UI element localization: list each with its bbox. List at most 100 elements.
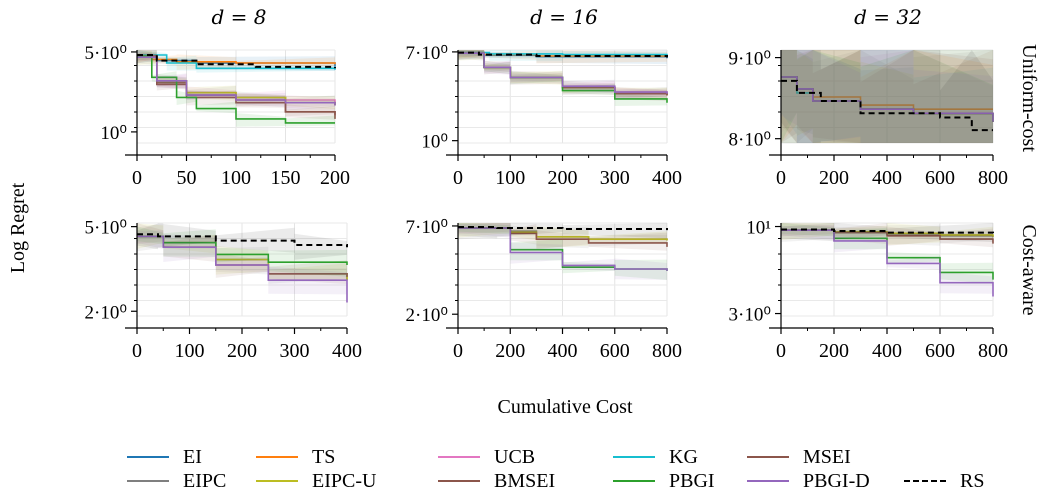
confidence-band-kg — [781, 50, 993, 143]
x-tick-label: 0 — [453, 167, 463, 189]
confidence-band-eipc-u — [781, 50, 993, 143]
x-tick-label: 400 — [332, 340, 362, 362]
x-tick-label: 200 — [548, 167, 578, 189]
legend-label: KG — [669, 445, 698, 468]
row-title-uniform-cost: Uniform-cost — [1018, 44, 1040, 152]
x-axis-label: Cumulative Cost — [498, 396, 633, 418]
x-tick-label: 400 — [548, 340, 578, 362]
y-tick-label: 2·10⁰ — [85, 302, 127, 323]
series-line-pbgi — [137, 55, 335, 124]
x-tick-label: 400 — [652, 167, 682, 189]
legend-item-rs: RS — [904, 469, 984, 493]
confidence-band-bmsei — [137, 223, 347, 292]
chart-panel-3: 0 100 200 300 400 2·10⁰ 5·10⁰ — [85, 218, 362, 362]
confidence-band-eipc — [781, 50, 993, 143]
legend-swatch — [256, 456, 298, 458]
x-tick-label: 0 — [776, 167, 786, 189]
legend-item-ucb: UCB — [438, 445, 535, 469]
legend-swatch — [613, 456, 655, 458]
legend-item-kg: KG — [613, 445, 698, 469]
column-title-d32: d = 32 — [854, 5, 922, 29]
x-tick-label: 400 — [872, 167, 902, 189]
x-tick-label: 150 — [271, 167, 301, 189]
y-tick-label: 8·10⁰ — [729, 130, 771, 151]
x-tick-label: 200 — [819, 167, 849, 189]
y-tick-label: 9·10⁰ — [729, 49, 771, 70]
legend-item-eipc: EIPC — [127, 469, 226, 493]
x-tick-label: 0 — [776, 340, 786, 362]
x-tick-label: 300 — [600, 167, 630, 189]
series-line-rs — [458, 226, 668, 231]
confidence-band-ei — [781, 50, 993, 143]
chart-panel-4: 0 200 400 600 800 2·10⁰ 7·10⁰ — [406, 217, 682, 362]
figure: d = 8 d = 16 d = 32 Log Regret Cumulativ… — [7, 5, 1040, 418]
legend-label: EIPC-U — [312, 469, 377, 492]
legend-label: UCB — [494, 445, 536, 468]
confidence-band-rs — [781, 50, 993, 143]
x-tick-label: 100 — [495, 167, 525, 189]
confidence-band-pbgi — [137, 226, 347, 279]
x-tick-label: 0 — [453, 340, 463, 362]
legend-item-eipc-u: EIPC-U — [256, 469, 376, 493]
x-tick-label: 300 — [280, 340, 310, 362]
legend-swatch — [613, 480, 655, 482]
y-tick-label: 7·10⁰ — [406, 43, 448, 64]
chart-panel-0: 0 50 100 150 200 10⁰ 5·10⁰ — [85, 43, 350, 189]
legend-item-ts: TS — [256, 445, 335, 469]
series-line-rs — [781, 228, 994, 234]
x-tick-label: 100 — [175, 340, 205, 362]
x-tick-label: 600 — [925, 340, 955, 362]
x-tick-label: 200 — [227, 340, 257, 362]
chart-panel-5: 0 200 400 600 800 3·10⁰ 10¹ — [729, 218, 1008, 362]
y-tick-label: 2·10⁰ — [406, 305, 448, 326]
legend-swatch — [256, 480, 298, 482]
legend-swatch — [438, 456, 480, 458]
series-line-pbgi-d — [458, 52, 668, 94]
x-tick-label: 600 — [925, 167, 955, 189]
y-tick-label: 5·10⁰ — [85, 43, 127, 64]
y-axis-label: Log Regret — [7, 182, 29, 273]
confidence-band-pbgi-d — [781, 50, 993, 143]
confidence-band-ts — [137, 50, 335, 71]
legend-item-pbgi: PBGI — [613, 469, 715, 493]
confidence-band-pbgi — [781, 50, 993, 143]
grid — [136, 222, 348, 317]
legend-swatch — [438, 480, 480, 482]
confidence-band-kg — [458, 50, 667, 61]
x-tick-label: 50 — [177, 167, 197, 189]
legend-label: TS — [312, 445, 336, 468]
y-tick-label: 7·10⁰ — [406, 217, 448, 238]
row-title-cost-aware: Cost-aware — [1018, 224, 1040, 315]
series-line-rs — [781, 79, 993, 132]
x-tick-label: 100 — [221, 167, 251, 189]
legend-swatch — [747, 480, 789, 482]
legend-swatch — [747, 456, 789, 458]
confidence-band-bmsei — [458, 223, 667, 259]
x-tick-label: 800 — [652, 340, 682, 362]
legend-label: MSEI — [803, 445, 851, 468]
x-tick-label: 800 — [978, 340, 1008, 362]
chart-panel-2: 0 200 400 600 800 8·10⁰ 9·10⁰ — [729, 49, 1008, 189]
legend-label: PBGI — [669, 469, 715, 492]
confidence-band-pbgi-d — [781, 225, 993, 303]
legend-swatch — [904, 480, 946, 482]
x-tick-label: 0 — [132, 167, 142, 189]
confidence-band-bmsei — [781, 50, 993, 143]
column-title-d8: d = 8 — [212, 5, 267, 29]
legend-item-bmsei: BMSEI — [438, 469, 555, 493]
legend-label: PBGI-D — [803, 469, 870, 492]
confidence-band-ts — [781, 50, 993, 143]
confidence-band-msei — [781, 50, 993, 143]
y-tick-label: 10⁰ — [421, 132, 448, 153]
series-line-pbgi-d — [458, 227, 668, 271]
confidence-band-ucb — [781, 50, 993, 143]
legend-swatch — [127, 480, 169, 482]
x-tick-label: 600 — [600, 340, 630, 362]
series-line-pbgi-d — [137, 56, 336, 106]
legend-item-msei: MSEI — [747, 445, 851, 469]
y-tick-label: 3·10⁰ — [729, 305, 771, 326]
confidence-band-pbgi-d — [137, 230, 347, 311]
x-tick-label: 200 — [819, 340, 849, 362]
y-tick-label: 5·10⁰ — [85, 218, 127, 239]
series-line-rs — [137, 54, 336, 69]
